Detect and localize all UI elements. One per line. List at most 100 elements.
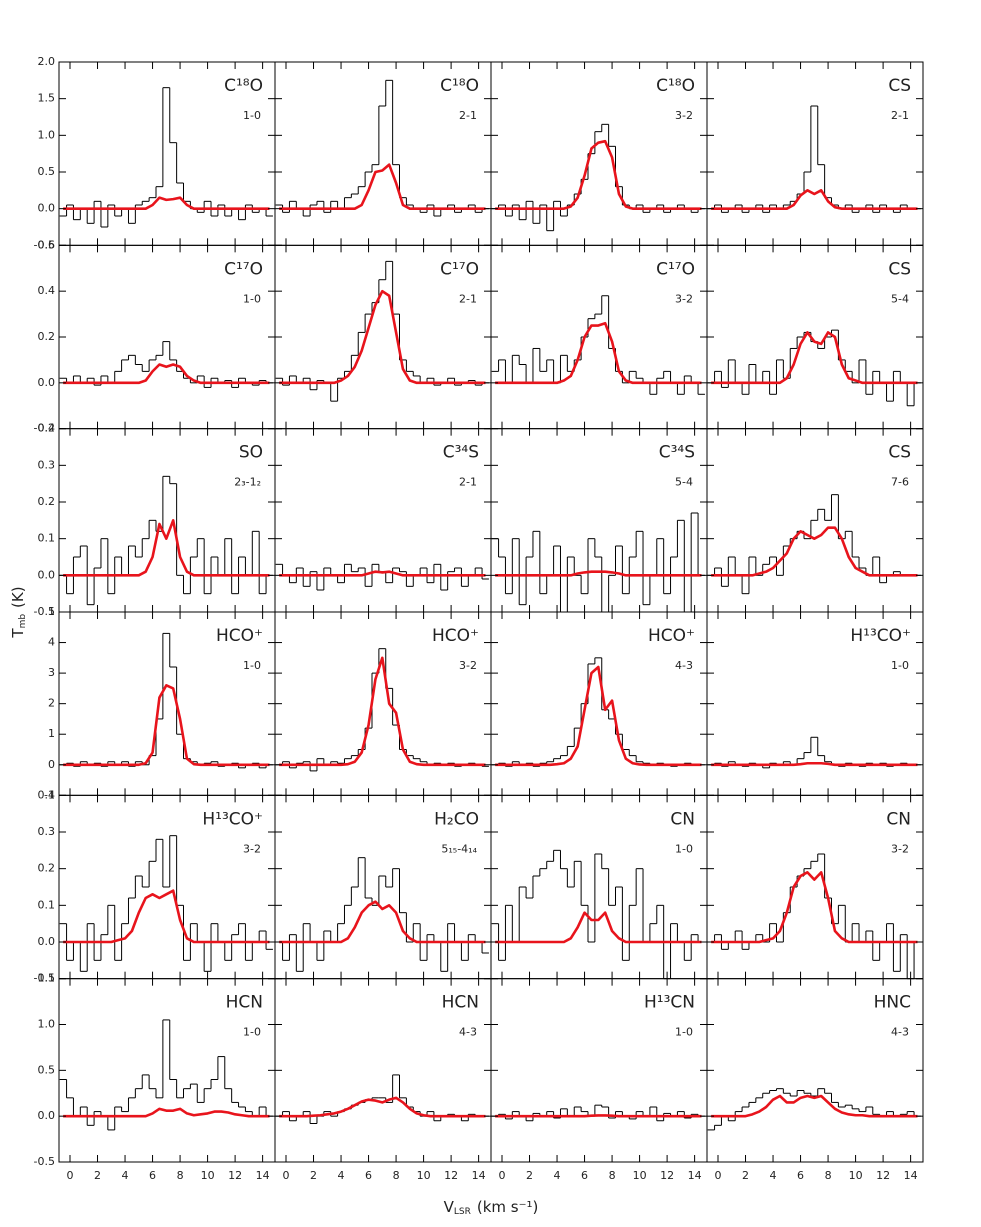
- panel-subtitle: 3-2: [459, 659, 477, 672]
- x-tick-label: 8: [177, 1169, 184, 1182]
- model-line: [495, 1114, 702, 1118]
- x-tick-label: 6: [149, 1169, 156, 1182]
- panel-title: C³⁴S: [443, 443, 479, 463]
- y-tick-label: 0.6: [38, 238, 56, 251]
- x-tick-label: 8: [825, 1169, 832, 1182]
- x-label-unit: (km s⁻¹): [477, 1198, 539, 1216]
- model-line: [711, 761, 918, 767]
- panel-title: C¹⁸O: [224, 76, 263, 96]
- x-tick-label: 2: [742, 1169, 749, 1182]
- panel-title: C³⁴S: [659, 443, 695, 463]
- panel-title: CS: [888, 76, 911, 96]
- y-tick-label: 0.1: [38, 898, 56, 911]
- x-tick-label: 12: [876, 1169, 890, 1182]
- y-label-unit: (K): [9, 586, 27, 608]
- model-line: [63, 519, 270, 577]
- y-tick-label: 0.2: [38, 495, 56, 508]
- model-line: [495, 570, 702, 577]
- y-tick-label: 3: [48, 666, 55, 679]
- y-tick-label: 0.1: [38, 532, 56, 545]
- model-line: [63, 363, 270, 385]
- x-tick-label: 2: [94, 1169, 101, 1182]
- y-tick-label: -0.1: [34, 972, 55, 985]
- panel-title: H₂CO: [434, 809, 479, 829]
- panel-subtitle: 2₃-1₂: [234, 476, 261, 489]
- model-line: [495, 139, 702, 210]
- panel-title: HCO⁺: [432, 626, 479, 646]
- model-line: [279, 1096, 486, 1118]
- panel-subtitle: 1-0: [243, 109, 261, 122]
- model-line: [495, 911, 702, 944]
- panel-subtitle: 3-2: [675, 109, 693, 122]
- y-tick-label: 2.0: [38, 55, 56, 68]
- panel-title: CS: [888, 259, 911, 279]
- x-label-main: V: [444, 1198, 455, 1216]
- y-tick-label: -1: [44, 788, 55, 801]
- x-tick-label: 10: [201, 1169, 215, 1182]
- panel-subtitle: 1-0: [675, 1026, 693, 1039]
- y-tick-label: 0.4: [38, 284, 56, 297]
- x-tick-label: 14: [256, 1169, 270, 1182]
- panel-title: HCO⁺: [648, 626, 695, 646]
- x-tick-label: 0: [67, 1169, 74, 1182]
- panel-subtitle: 3-2: [243, 842, 261, 855]
- x-tick-label: 6: [797, 1169, 804, 1182]
- model-line: [711, 189, 918, 210]
- y-tick-label: -0.5: [34, 1155, 55, 1168]
- x-tick-label: 0: [499, 1169, 506, 1182]
- x-tick-label: 2: [526, 1169, 533, 1182]
- model-line: [63, 196, 270, 210]
- panel-subtitle: 4-3: [459, 1026, 477, 1039]
- y-tick-label: 1.0: [38, 128, 56, 141]
- x-tick-label: 12: [660, 1169, 674, 1182]
- panel-title: C¹⁸O: [440, 76, 479, 96]
- panel-subtitle: 2-1: [891, 109, 909, 122]
- model-line: [279, 900, 486, 944]
- y-tick-label: -0.1: [34, 605, 55, 618]
- panel-subtitle: 7-6: [891, 476, 909, 489]
- y-tick-label: 0.3: [38, 458, 56, 471]
- panel-subtitle: 3-2: [675, 292, 693, 305]
- model-line: [711, 871, 918, 944]
- y-tick-label: 0: [48, 758, 55, 771]
- x-tick-label: 12: [228, 1169, 242, 1182]
- model-line: [495, 321, 702, 385]
- panel-subtitle: 2-1: [459, 109, 477, 122]
- y-tick-label: 0.5: [38, 165, 56, 178]
- panel-title: HNC: [874, 993, 911, 1013]
- y-tick-label: -0.2: [34, 422, 55, 435]
- y-tick-label: 0.5: [38, 1063, 56, 1076]
- panel-title: HCN: [442, 993, 479, 1013]
- panel-title: C¹⁷O: [440, 259, 479, 279]
- y-label-sub: mb: [18, 614, 28, 629]
- x-tick-label: 8: [609, 1169, 616, 1182]
- panel-subtitle: 4-3: [891, 1026, 909, 1039]
- model-line: [279, 656, 486, 767]
- y-tick-label: 0.4: [38, 422, 56, 435]
- model-line: [495, 665, 702, 767]
- x-tick-label: 6: [365, 1169, 372, 1182]
- panel-subtitle: 1-0: [243, 659, 261, 672]
- panel-subtitle: 3-2: [891, 842, 909, 855]
- y-tick-label: 0.0: [38, 376, 56, 389]
- panel-title: HCO⁺: [216, 626, 263, 646]
- y-tick-label: 0.2: [38, 862, 56, 875]
- y-axis-label: Tmb (K): [9, 586, 28, 638]
- x-tick-label: 14: [472, 1169, 486, 1182]
- panel-subtitle: 1-0: [243, 1026, 261, 1039]
- x-tick-label: 10: [633, 1169, 647, 1182]
- y-tick-label: 1.5: [38, 972, 56, 985]
- y-label-main: T: [9, 628, 27, 639]
- x-tick-label: 4: [770, 1169, 777, 1182]
- x-label-sub: LSR: [454, 1207, 471, 1217]
- y-tick-label: -0.5: [34, 238, 55, 251]
- panel-title: C¹⁸O: [656, 76, 695, 96]
- y-tick-label: 0.0: [38, 202, 56, 215]
- x-axis-label: VLSR (km s⁻¹): [444, 1198, 539, 1217]
- panel-subtitle: 2-1: [459, 476, 477, 489]
- panel-title: C¹⁷O: [224, 259, 263, 279]
- model-line: [279, 289, 486, 385]
- model-line: [279, 570, 486, 577]
- model-line: [63, 1107, 270, 1118]
